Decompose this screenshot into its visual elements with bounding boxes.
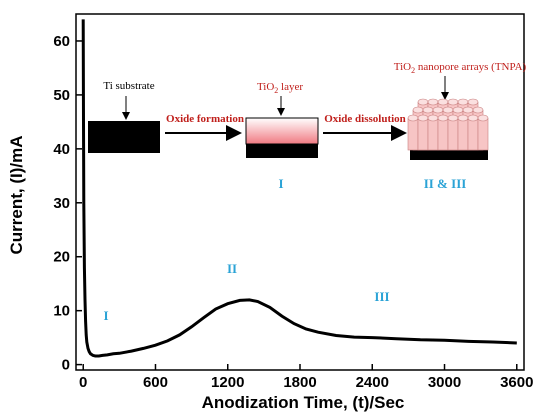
x-tick-label: 1200 [211,374,244,391]
stage-iii-label: III [374,289,389,304]
y-axis-ticks: 0 10 20 30 40 50 60 [53,33,82,374]
current-series-line [81,19,517,358]
x-axis-title: Anodization Time, (t)/Sec [202,393,405,412]
nanopore-opening [417,98,429,106]
inset-oxide-formation: Oxide formation [165,113,244,141]
y-tick-label: 50 [53,87,70,104]
inset-nanopore-arrays: TiO2 nanopore arrays (TNPA) II & III [394,61,527,191]
oxide-dissolution-label: Oxide dissolution [324,113,406,125]
nanopore-opening [427,114,439,122]
y-tick-label: 10 [53,303,70,320]
stage-i-label: I [103,308,108,323]
nanopore-opening [452,106,464,114]
tio2-substrate-block [246,144,318,158]
nanopore-tube [457,117,469,151]
tio2-oxide-block [245,117,319,145]
nanopore-opening [442,106,454,114]
tnpa-substrate-block [410,150,488,160]
x-tick-label: 3000 [428,374,461,391]
nanopore-tube [407,117,419,151]
y-tick-label: 40 [53,141,70,158]
ti-substrate-block [88,121,160,153]
x-tick-label: 2400 [356,374,389,391]
x-tick-label: 600 [143,374,168,391]
nanopore-opening [467,98,479,106]
x-tick-label: 3600 [500,374,533,391]
inset-ti-substrate: Ti substrate [88,80,160,153]
y-axis-title: Current, (I)/mA [7,136,26,255]
nanopore-opening [457,114,469,122]
nanopore-tube [427,117,439,151]
nanopore-opening [462,106,474,114]
nanopore-tube [447,117,459,151]
nanopore-tubes [407,98,489,151]
nanopore-opening [457,98,469,106]
x-axis-ticks: 0 600 1200 1800 2400 3000 3600 [79,364,533,391]
y-tick-label: 60 [53,33,70,50]
inset-stage-i-label: I [278,176,283,191]
tio2-layer-label: TiO2 layer [257,81,303,95]
nanopore-opening [412,106,424,114]
inset-tio2-layer: TiO2 layer I [245,81,319,191]
nanopore-opening [447,98,459,106]
oxide-formation-label: Oxide formation [166,113,244,125]
nanopore-tube [437,117,449,151]
ti-substrate-label: Ti substrate [103,80,154,92]
x-tick-label: 0 [79,374,87,391]
tnpa-label: TiO2 nanopore arrays (TNPA) [394,61,527,75]
nanopore-opening [422,106,434,114]
nanopore-tube [477,117,489,151]
y-tick-label: 0 [62,357,70,374]
nanopore-opening [447,114,459,122]
nanopore-opening [432,106,444,114]
nanopore-opening [427,98,439,106]
nanopore-opening [437,114,449,122]
y-tick-label: 30 [53,195,70,212]
nanopore-tube [467,117,479,151]
nanopore-opening [437,98,449,106]
x-tick-label: 1800 [283,374,316,391]
y-tick-label: 20 [53,249,70,266]
inset-oxide-dissolution: Oxide dissolution [323,113,407,141]
nanopore-tube [417,117,429,151]
stage-ii-label: II [227,261,237,276]
nanopore-opening [407,114,419,122]
nanopore-opening [472,106,484,114]
nanopore-opening [417,114,429,122]
inset-stage-ii-iii-label: II & III [424,176,467,191]
nanopore-opening [467,114,479,122]
nanopore-opening [477,114,489,122]
